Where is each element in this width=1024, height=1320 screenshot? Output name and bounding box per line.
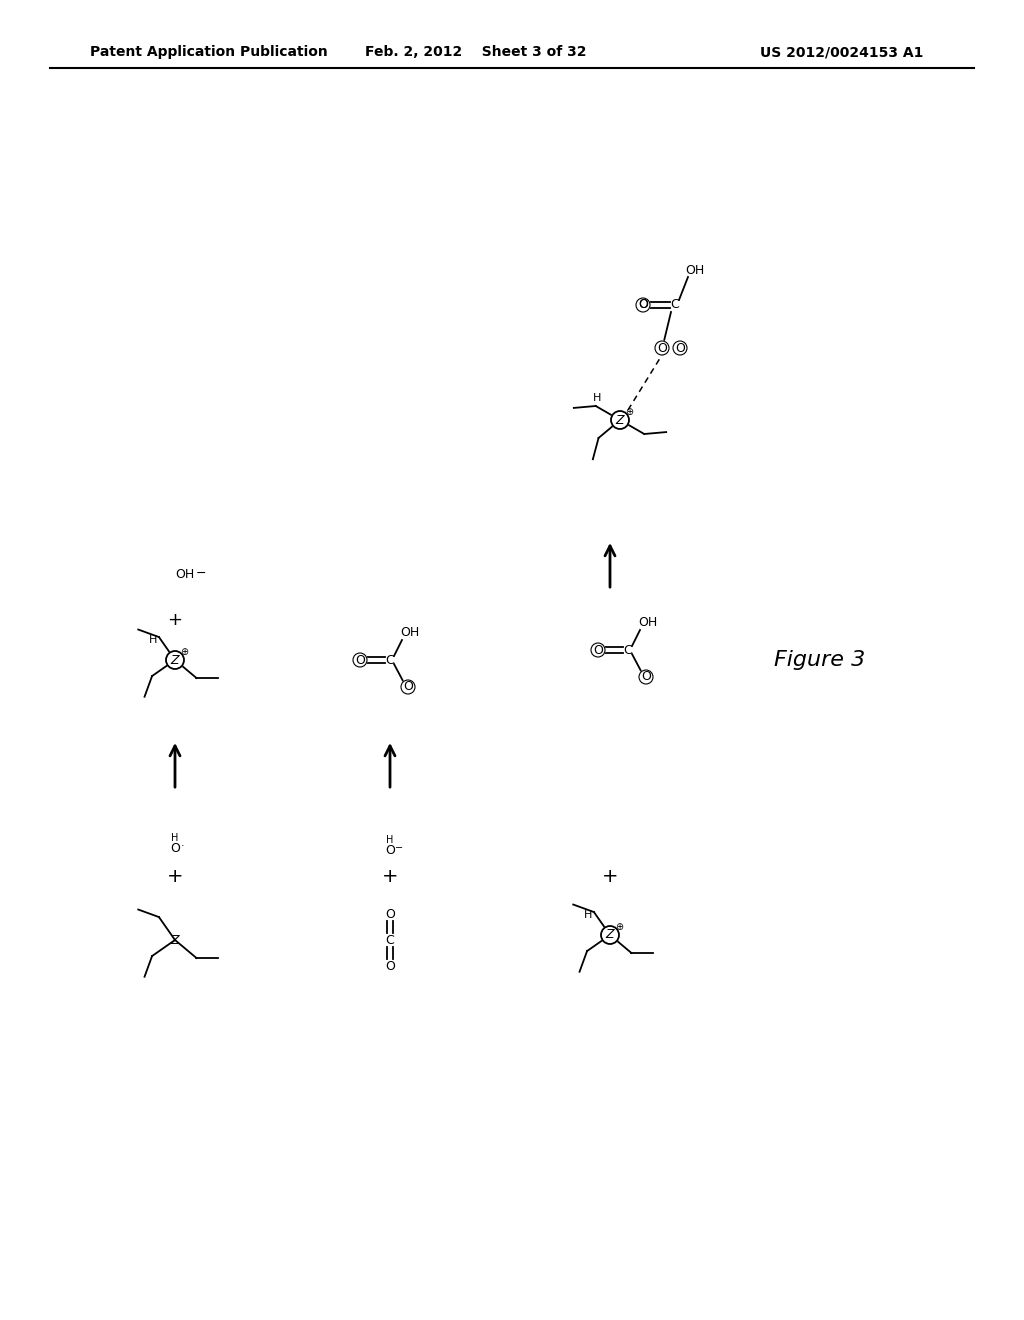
Text: −: − [196,566,206,579]
Text: H: H [584,909,592,920]
Text: O: O [170,842,180,854]
Text: Z: Z [605,928,614,941]
Text: O: O [638,298,648,312]
Text: O: O [403,681,413,693]
Text: C: C [386,653,394,667]
Text: C: C [386,933,394,946]
Text: Z: Z [171,933,179,946]
Text: Figure 3: Figure 3 [774,649,865,671]
Text: H: H [148,635,158,645]
Text: O: O [385,960,395,973]
Text: OH: OH [638,616,657,630]
Text: Patent Application Publication: Patent Application Publication [90,45,328,59]
Text: O: O [385,843,395,857]
Text: O: O [638,298,648,312]
Text: C: C [671,298,679,312]
Circle shape [636,298,650,312]
Text: H: H [386,836,393,845]
Text: Feb. 2, 2012    Sheet 3 of 32: Feb. 2, 2012 Sheet 3 of 32 [365,45,587,59]
Text: O: O [675,342,685,355]
Text: OH: OH [175,569,195,582]
Text: OH: OH [400,627,420,639]
Text: O: O [593,644,603,656]
Text: C: C [624,644,633,656]
Circle shape [591,643,605,657]
Text: +: + [382,866,398,886]
Text: +: + [168,611,182,630]
Circle shape [401,680,415,694]
Circle shape [655,341,669,355]
Text: H: H [171,833,178,843]
Text: +: + [167,866,183,886]
Circle shape [639,671,653,684]
Text: ·: · [181,841,184,851]
Text: +: + [602,866,618,886]
Text: H: H [593,393,601,403]
Text: Z: Z [615,413,625,426]
Circle shape [601,927,618,944]
Text: ⊕: ⊕ [180,647,188,657]
Circle shape [611,411,629,429]
Text: Z: Z [171,653,179,667]
Text: O: O [355,653,365,667]
Circle shape [673,341,687,355]
Text: ⊕: ⊕ [625,407,633,417]
Circle shape [166,651,184,669]
Circle shape [353,653,367,667]
Text: US 2012/0024153 A1: US 2012/0024153 A1 [760,45,924,59]
Text: −: − [395,843,403,853]
Text: O: O [657,342,667,355]
Text: ⊕: ⊕ [615,921,623,932]
Text: O: O [385,908,395,920]
Text: O: O [641,671,651,684]
Text: OH: OH [685,264,705,276]
